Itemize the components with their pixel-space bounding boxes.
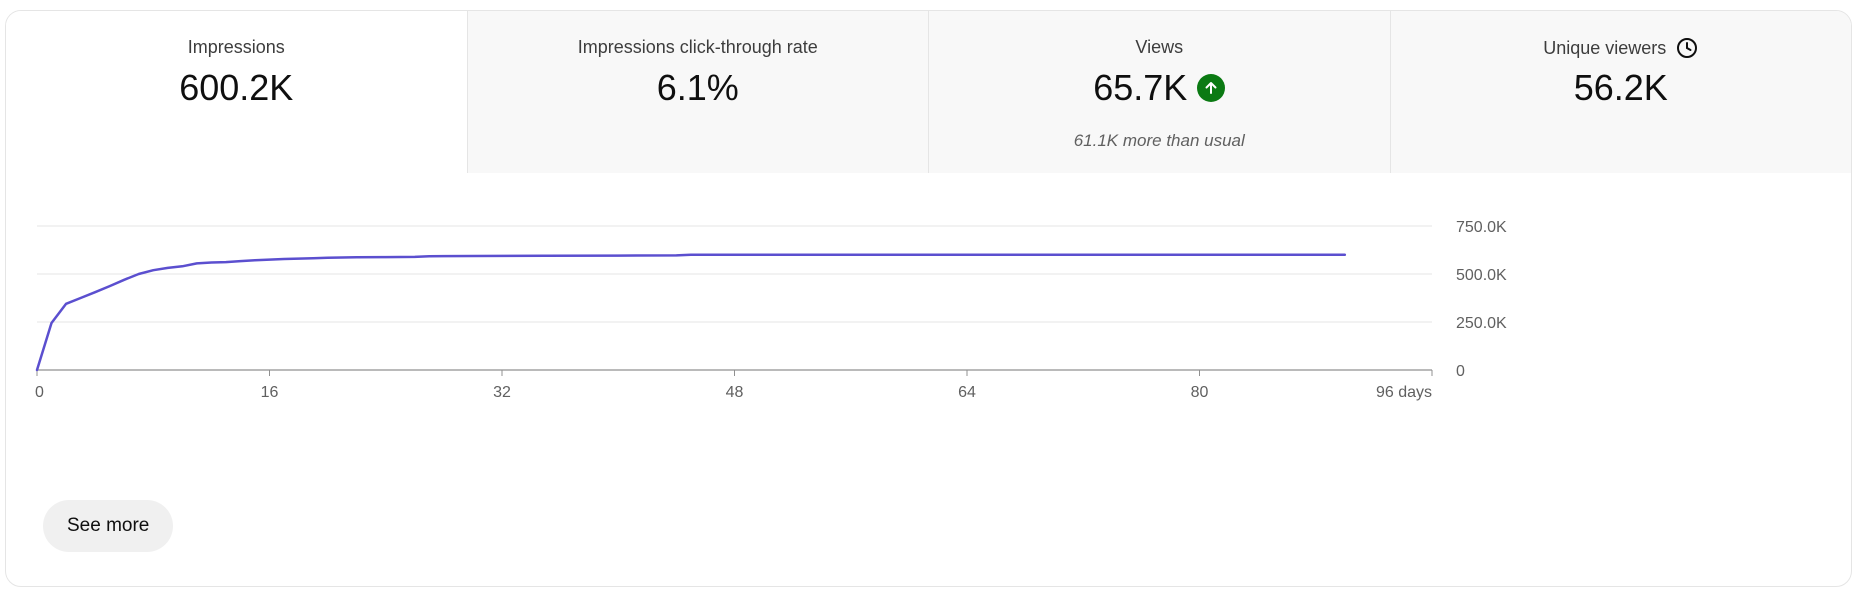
x-tick-label: 64: [958, 384, 976, 401]
trend-up-icon: [1197, 74, 1226, 102]
metric-tab-ctr[interactable]: Impressions click-through rate 6.1%: [466, 11, 929, 173]
metric-note: 61.1K more than usual: [1073, 131, 1245, 150]
analytics-card: Impressions 600.2K Impressions click-thr…: [5, 10, 1852, 587]
metric-value-text: 600.2K: [179, 67, 294, 108]
metric-label-text: Unique viewers: [1543, 37, 1667, 58]
metric-tabs: Impressions 600.2K Impressions click-thr…: [6, 11, 1851, 173]
x-tick-label: 48: [726, 384, 744, 401]
metric-tab-views[interactable]: Views 65.7K 61.1K more than usual: [928, 11, 1390, 173]
metric-tab-unique-viewers[interactable]: Unique viewers 56.2K: [1389, 11, 1852, 173]
y-tick-label: 250.0K: [1456, 315, 1507, 332]
metric-tab-impressions[interactable]: Impressions 600.2K: [6, 11, 467, 173]
x-tick-label: 32: [493, 384, 511, 401]
metric-value: 6.1%: [468, 67, 929, 109]
metric-label-text: Impressions click-through rate: [577, 37, 818, 57]
y-tick-label: 750.0K: [1456, 219, 1507, 236]
metric-label: Impressions click-through rate: [468, 37, 929, 58]
metric-label: Unique viewers: [1391, 37, 1852, 59]
metric-value-text: 6.1%: [656, 67, 739, 108]
metric-label: Impressions: [6, 37, 467, 58]
metric-value: 56.2K: [1391, 67, 1852, 109]
y-tick-label: 500.0K: [1456, 267, 1507, 284]
metric-label: Views: [929, 37, 1390, 58]
see-more-button[interactable]: See more: [43, 500, 174, 552]
impressions-line-chart: 0 250.0K 500.0K 750.0K 0 16 32 48 64 80 96 days: [35, 219, 1507, 401]
impressions-series-line: [35, 253, 1347, 372]
x-tick-label: 96 days: [1376, 384, 1432, 401]
metric-label-text: Views: [1135, 37, 1184, 57]
metric-value: 65.7K: [929, 67, 1390, 109]
x-tick-label: 16: [261, 384, 279, 401]
y-tick-label: 0: [1456, 363, 1465, 380]
clock-icon[interactable]: [1676, 37, 1698, 59]
metric-label-text: Impressions: [187, 37, 285, 57]
metric-value-text: 65.7K: [1093, 67, 1188, 108]
x-tick-label: 0: [35, 384, 44, 401]
metric-value: 600.2K: [6, 67, 467, 109]
metric-value-text: 56.2K: [1573, 67, 1668, 108]
x-tick-label: 80: [1191, 384, 1209, 401]
